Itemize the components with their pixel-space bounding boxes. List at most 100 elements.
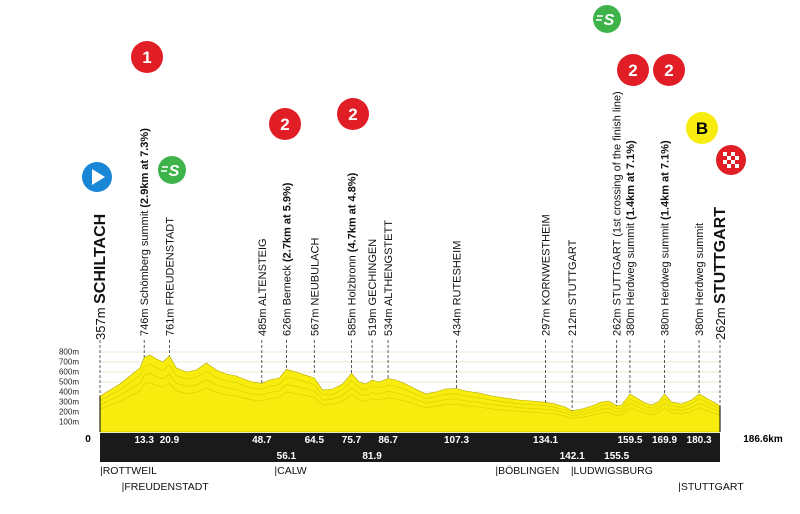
start-icon bbox=[82, 162, 112, 192]
point-label: 567m NEUBULACH bbox=[309, 238, 321, 336]
point-label-text: 761m FREUDENSTADT bbox=[164, 217, 176, 336]
y-tick-label: 800m bbox=[59, 348, 79, 357]
km-bar bbox=[100, 433, 720, 462]
y-tick-label: 500m bbox=[59, 378, 79, 387]
finish-flag-square bbox=[723, 160, 727, 164]
point-label-text: 262m STUTTGART (1st crossing of the fini… bbox=[612, 91, 624, 336]
sprint-icon-glyph: S bbox=[169, 163, 180, 180]
km-label: 13.3 bbox=[134, 435, 154, 446]
point-label-text: 380m Herdweg summit bbox=[660, 220, 672, 336]
y-tick-label: 700m bbox=[59, 358, 79, 367]
point-label: 485m ALTENSTEIG bbox=[257, 238, 269, 336]
point-label: 380m Herdweg summit (1.4km at 7.1%) bbox=[660, 140, 672, 336]
sprint-icon-glyph: S bbox=[604, 12, 615, 29]
km-label: 180.3 bbox=[687, 435, 712, 446]
region-label: |CALW bbox=[274, 465, 306, 477]
km-label: 159.5 bbox=[617, 435, 642, 446]
climb-category-icon-glyph: 2 bbox=[664, 61, 673, 80]
bonus-icon-glyph: B bbox=[696, 119, 708, 138]
climb-category-icon-shape bbox=[617, 54, 649, 86]
point-label-text: 567m NEUBULACH bbox=[309, 238, 321, 336]
finish-flag-square bbox=[731, 152, 735, 156]
climb-category-icon-shape bbox=[269, 108, 301, 140]
sprint-icon: S bbox=[593, 5, 621, 33]
climb-category-icon: 2 bbox=[653, 54, 685, 86]
finish-town: STUTTGART bbox=[712, 207, 729, 304]
km-label: 142.1 bbox=[560, 451, 585, 462]
point-label: 262m STUTTGART (1st crossing of the fini… bbox=[612, 91, 624, 336]
region-label: |ROTTWEIL bbox=[100, 465, 157, 477]
climb-category-icon-shape bbox=[337, 98, 369, 130]
point-label-text: 626m Berneck bbox=[281, 262, 293, 336]
km-label: 134.1 bbox=[533, 435, 558, 446]
y-tick-label: 300m bbox=[59, 398, 79, 407]
y-tick-label: 100m bbox=[59, 418, 79, 427]
point-label-bold: (2.9km at 7.3%) bbox=[139, 128, 151, 208]
km-label-finish: 186.6km bbox=[743, 434, 783, 445]
start-town: SCHILTACH bbox=[92, 214, 109, 304]
point-label-text: 297m KORNWESTHEIM bbox=[541, 214, 553, 336]
point-label: 519m GECHINGEN bbox=[367, 239, 379, 336]
point-label-bold: (1.4km at 7.1%) bbox=[660, 140, 672, 220]
region-label: |STUTTGART bbox=[678, 481, 744, 493]
km-label: 20.9 bbox=[160, 435, 180, 446]
climb-category-icon: 2 bbox=[269, 108, 301, 140]
climb-category-icon-glyph: 2 bbox=[280, 115, 289, 134]
point-label-bold: (4.7km at 4.8%) bbox=[347, 172, 359, 252]
point-label-text: 434m RUTESHEIM bbox=[452, 241, 464, 336]
region-label: |LUDWIGSBURG bbox=[571, 465, 653, 477]
point-label-text: 380m Herdweg summit bbox=[694, 223, 706, 336]
point-label-bold: (2.7km at 5.9%) bbox=[281, 182, 293, 262]
km-label: 155.5 bbox=[604, 451, 629, 462]
km-label: 107.3 bbox=[444, 435, 469, 446]
profile-shade-line bbox=[99, 382, 721, 419]
finish-flag-icon bbox=[716, 145, 746, 175]
km-label: 86.7 bbox=[378, 435, 398, 446]
climb-category-icon: 1 bbox=[131, 41, 163, 73]
climb-category-icon: 2 bbox=[617, 54, 649, 86]
point-label: 585m Holzbronn (4.7km at 4.8%) bbox=[347, 172, 359, 336]
start-elevation: 357m bbox=[93, 304, 108, 340]
km-label: 48.7 bbox=[252, 435, 272, 446]
point-label: 746m Schömberg summit (2.9km at 7.3%) bbox=[139, 128, 151, 336]
profile-shade-line bbox=[99, 363, 721, 414]
finish-label: 262m STUTTGART bbox=[712, 207, 729, 340]
point-label-text: 746m Schömberg summit bbox=[139, 208, 151, 336]
finish-elevation: 262m bbox=[713, 304, 728, 340]
sprint-icon-circle bbox=[593, 5, 621, 33]
km-label: 56.1 bbox=[277, 451, 297, 462]
point-label: 761m FREUDENSTADT bbox=[164, 217, 176, 336]
finish-flag-square bbox=[727, 156, 731, 160]
point-label-text: 585m Holzbronn bbox=[347, 252, 359, 336]
km-label-start: 0 bbox=[85, 434, 91, 445]
point-label-text: 380m Herdweg summit bbox=[625, 220, 637, 336]
region-label: |FREUDENSTADT bbox=[122, 481, 210, 493]
finish-flag-square bbox=[735, 156, 739, 160]
start-label: 357m SCHILTACH bbox=[92, 214, 109, 340]
point-label: 297m KORNWESTHEIM bbox=[541, 214, 553, 336]
climb-category-icon-glyph: 2 bbox=[628, 61, 637, 80]
point-label: 434m RUTESHEIM bbox=[452, 241, 464, 336]
finish-flag-square bbox=[727, 164, 731, 168]
point-label-text: 212m STUTTGART bbox=[567, 239, 579, 336]
elevation-profile-area bbox=[99, 354, 721, 433]
point-label: 212m STUTTGART bbox=[567, 239, 579, 336]
point-label-text: 534m ALTHENGSTETT bbox=[383, 220, 395, 336]
point-label: 380m Herdweg summit bbox=[694, 223, 706, 336]
km-label: 81.9 bbox=[362, 451, 382, 462]
climb-category-icon-glyph: 2 bbox=[348, 105, 357, 124]
point-label: 380m Herdweg summit (1.4km at 7.1%) bbox=[625, 140, 637, 336]
km-label: 64.5 bbox=[305, 435, 325, 446]
climb-category-icon-shape bbox=[131, 41, 163, 73]
profile-shade-line bbox=[99, 373, 721, 417]
point-label-text: 485m ALTENSTEIG bbox=[257, 238, 269, 336]
start-icon-play bbox=[92, 169, 105, 185]
bonus-icon: B bbox=[686, 112, 718, 144]
point-label: 534m ALTHENGSTETT bbox=[383, 220, 395, 336]
region-label: |BÖBLINGEN bbox=[495, 465, 559, 477]
y-tick-label: 200m bbox=[59, 408, 79, 417]
finish-flag-square bbox=[723, 152, 727, 156]
finish-flag-square bbox=[731, 160, 735, 164]
